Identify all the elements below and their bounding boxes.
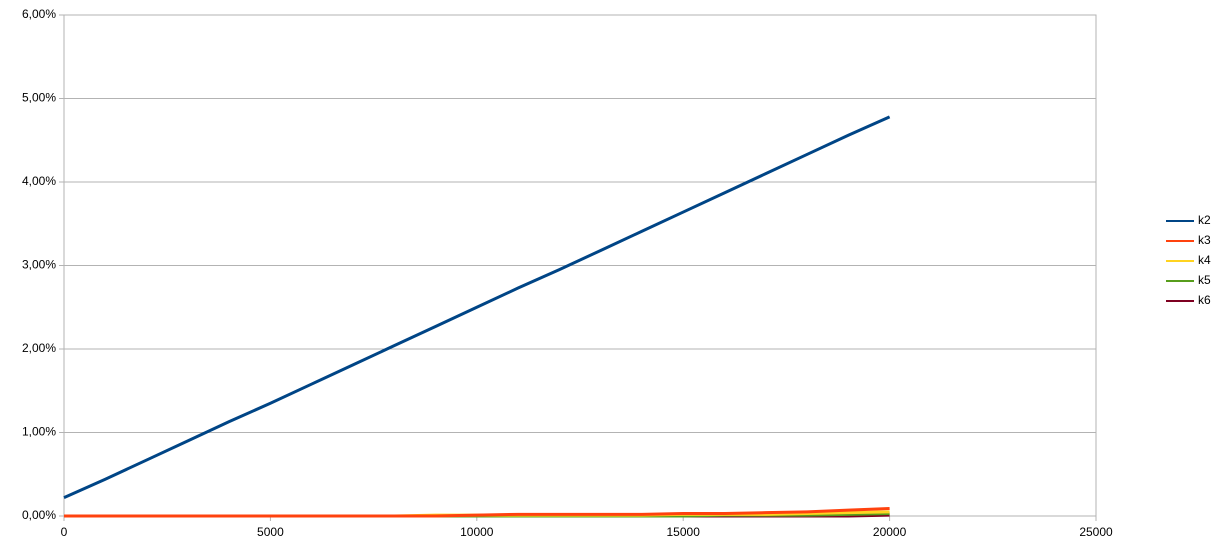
x-tick-label: 10000 xyxy=(460,525,494,539)
legend-label: k5 xyxy=(1198,273,1211,287)
x-tick-label: 0 xyxy=(61,525,68,539)
legend-label: k4 xyxy=(1198,253,1211,267)
x-tick-label: 20000 xyxy=(873,525,907,539)
y-tick-label: 1,00% xyxy=(22,425,56,439)
legend-label: k2 xyxy=(1198,213,1211,227)
legend-label: k3 xyxy=(1198,233,1211,247)
y-tick-label: 3,00% xyxy=(22,258,56,272)
legend-label: k6 xyxy=(1198,293,1211,307)
y-tick-label: 2,00% xyxy=(22,341,56,355)
x-tick-label: 5000 xyxy=(257,525,284,539)
x-tick-label: 15000 xyxy=(667,525,701,539)
x-tick-label: 25000 xyxy=(1079,525,1113,539)
y-tick-label: 5,00% xyxy=(22,91,56,105)
y-tick-label: 4,00% xyxy=(22,174,56,188)
series-line xyxy=(64,506,890,518)
y-tick-label: 0,00% xyxy=(22,508,56,522)
series-line xyxy=(63,115,891,500)
y-tick-label: 6,00% xyxy=(22,7,56,21)
